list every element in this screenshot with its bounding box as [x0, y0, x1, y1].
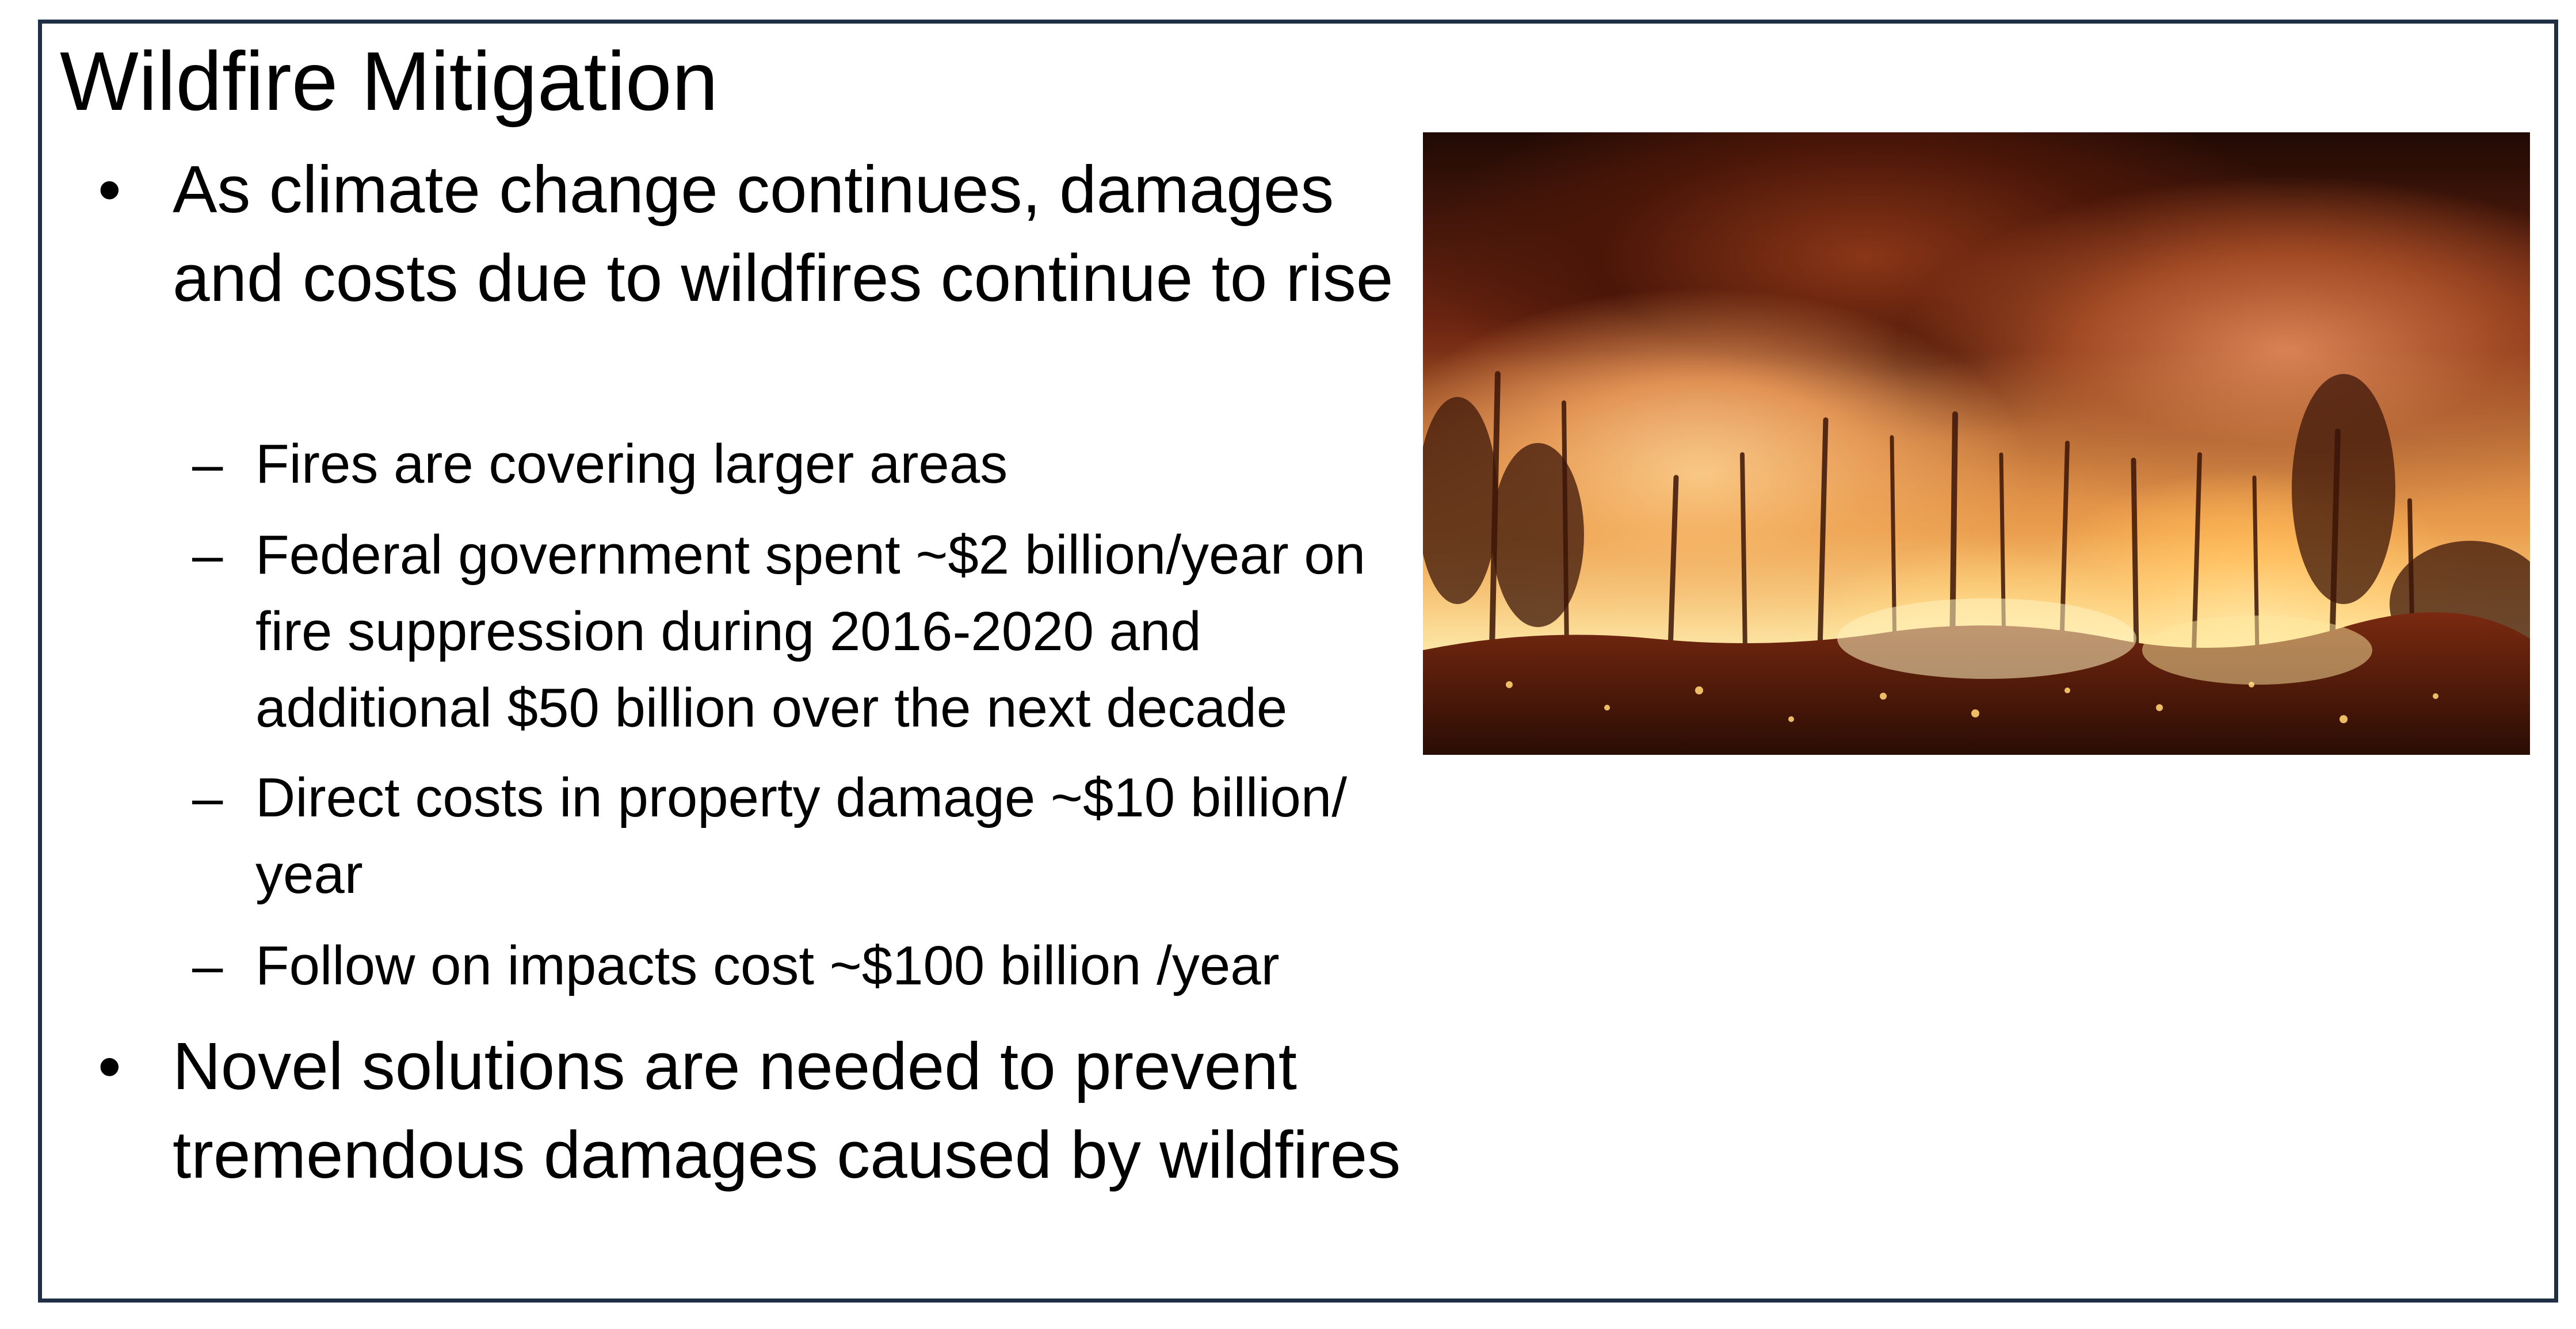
bullet-item: • As climate change continues, damages a…: [98, 145, 1410, 322]
slide-title: Wildfire Mitigation: [60, 35, 719, 128]
sub-bullet-text: Federal government spent ~$2 billion/yea…: [255, 524, 1366, 739]
bullet-glyph: •: [98, 1029, 121, 1103]
sub-bullet-text: Direct costs in property damage ~$10 bil…: [255, 767, 1347, 905]
dash-glyph: –: [192, 767, 223, 828]
bullet-item: • Novel solutions are needed to prevent …: [98, 1022, 1410, 1199]
forest-fire-illustration: [1423, 351, 2530, 755]
sub-bullet-item: – Federal government spent ~$2 billion/y…: [192, 517, 1418, 746]
sub-bullet-item: – Fires are covering larger areas: [192, 426, 1418, 502]
dash-glyph: –: [192, 935, 223, 996]
forest-fire-photo: [1423, 132, 2530, 755]
dash-glyph: –: [192, 433, 223, 495]
bullet-text: Novel solutions are needed to prevent tr…: [173, 1029, 1401, 1192]
sub-bullet-item: – Direct costs in property damage ~$10 b…: [192, 759, 1418, 912]
sub-bullet-item: – Follow on impacts cost ~$100 billion /…: [192, 927, 1418, 1004]
dash-glyph: –: [192, 524, 223, 586]
sub-bullet-text: Fires are covering larger areas: [255, 433, 1008, 495]
bullet-text: As climate change continues, damages and…: [173, 152, 1394, 315]
bullet-glyph: •: [98, 152, 121, 227]
sub-bullet-text: Follow on impacts cost ~$100 billion /ye…: [255, 935, 1280, 996]
